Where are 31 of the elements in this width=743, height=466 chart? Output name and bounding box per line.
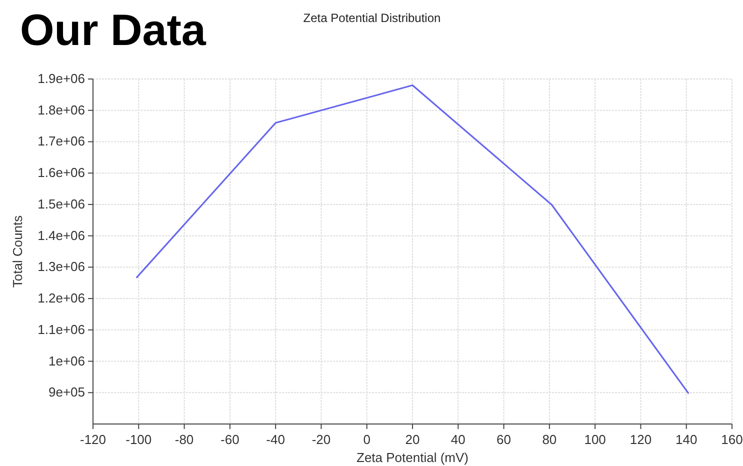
line-series — [136, 84, 690, 394]
y-tick-label: 1.5e+06 — [38, 196, 85, 212]
y-tick-label: 1.8e+06 — [38, 102, 85, 118]
y-tick-label: 1.1e+06 — [38, 322, 85, 337]
x-tick-label: 160 — [721, 432, 743, 447]
x-tick-label: 0 — [363, 432, 370, 447]
y-tick-label: 1.6e+06 — [38, 165, 85, 180]
y-tick-label: 1.2e+06 — [38, 290, 85, 306]
x-tick-label: -40 — [266, 432, 285, 447]
x-tick-label: 20 — [405, 432, 420, 447]
x-tick-label: 100 — [584, 432, 606, 447]
x-tick-label: 60 — [496, 432, 512, 447]
x-tick-label: -20 — [312, 432, 331, 447]
x-tick-label: 140 — [676, 432, 698, 447]
x-tick-label: -60 — [220, 432, 240, 447]
x-tick-label: 120 — [630, 432, 652, 447]
y-tick-label: 1.4e+06 — [38, 228, 85, 243]
x-tick-label: -100 — [126, 432, 152, 447]
y-tick-label: 1.3e+06 — [38, 259, 85, 274]
x-tick-label: 40 — [450, 432, 466, 447]
chart-subtitle: Zeta Potential Distribution — [303, 11, 441, 25]
chart-title: Our Data — [20, 6, 206, 55]
y-tick-label: 1.9e+06 — [38, 71, 85, 86]
x-tick-label: 80 — [542, 432, 557, 447]
y-tick-label: 1.7e+06 — [38, 134, 85, 149]
x-tick-label: -80 — [174, 432, 194, 447]
y-axis-title: Total Counts — [10, 214, 25, 288]
x-axis-title: Zeta Potential (mV) — [356, 450, 468, 465]
x-tick-label: -120 — [80, 432, 106, 447]
y-tick-label: 1e+06 — [48, 353, 85, 368]
y-tick-label: 9e+05 — [48, 384, 85, 400]
